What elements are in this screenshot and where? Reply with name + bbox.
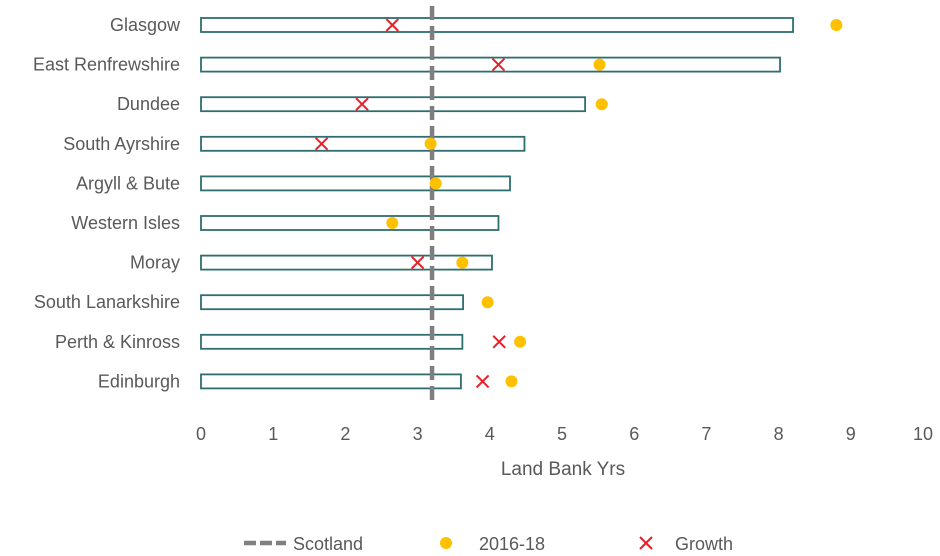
point-2016-18-dundee <box>595 98 608 111</box>
growth-cross-stroke <box>410 255 425 270</box>
point-2016-18-perth-and-kinross <box>514 335 527 348</box>
x-tick-7: 7 <box>701 424 711 444</box>
growth-cross-stroke <box>475 374 490 389</box>
x-tick-8: 8 <box>774 424 784 444</box>
category-labels: Glasgow East Renfrewshire Dundee South Ayrs… <box>33 15 181 391</box>
x-tick-0: 0 <box>196 424 206 444</box>
point-2016-18-argyll-and-bute <box>429 177 442 190</box>
bar-group <box>200 17 794 390</box>
point-2016-18-east-renfrewshire <box>593 58 606 71</box>
bar-dundee <box>200 96 587 113</box>
legend-growth-swatch <box>639 536 653 550</box>
x-tick-5: 5 <box>557 424 567 444</box>
legend-growth-label: Growth <box>675 534 733 554</box>
category-label-glasgow: Glasgow <box>110 15 181 35</box>
x-tick-3: 3 <box>413 424 423 444</box>
point-2016-18-moray <box>456 256 469 269</box>
category-label-south-ayrshire: South Ayrshire <box>63 134 180 154</box>
category-label-perth-and-kinross: Perth & Kinross <box>55 332 180 352</box>
x-axis-label: Land Bank Yrs <box>501 459 625 480</box>
growth-cross-stroke <box>355 97 369 111</box>
category-label-argyll-and-bute: Argyll & Bute <box>76 173 180 193</box>
point-2016-18-edinburgh <box>505 375 518 388</box>
growth-marker-east-renfrewshire <box>491 57 506 72</box>
legend-2016-18-label: 2016-18 <box>479 534 545 554</box>
bar-western-isles <box>200 215 500 231</box>
legend: Scotland 2016-18 Growth <box>244 534 733 554</box>
x-tick-2: 2 <box>340 424 350 444</box>
growth-cross-stroke <box>491 57 506 72</box>
growth-marker-south-ayrshire <box>314 137 329 151</box>
bar-edinburgh <box>200 373 462 390</box>
growth-cross-stroke <box>314 137 329 151</box>
bar-argyll-and-bute <box>200 175 511 192</box>
x-tick-4: 4 <box>485 424 495 444</box>
category-label-east-renfrewshire: East Renfrewshire <box>33 55 180 75</box>
bar-glasgow <box>200 17 794 33</box>
growth-marker-edinburgh <box>475 374 490 389</box>
category-label-edinburgh: Edinburgh <box>98 371 180 391</box>
legend-scotland-label: Scotland <box>293 534 363 554</box>
category-label-south-lanarkshire: South Lanarkshire <box>34 292 180 312</box>
growth-marker-perth-and-kinross <box>492 335 506 349</box>
x-tick-10: 10 <box>913 424 933 444</box>
growth-cross-stroke <box>385 18 400 32</box>
bar-perth-and-kinross <box>200 333 464 350</box>
bar-east-renfrewshire <box>200 56 781 73</box>
growth-marker-moray <box>410 255 425 270</box>
growth-marker-glasgow <box>385 18 400 32</box>
growth-cross-stroke <box>492 335 506 349</box>
point-2016-18-glasgow <box>830 19 843 31</box>
point-2016-18-south-lanarkshire <box>481 296 494 309</box>
legend-growth-cross-stroke <box>639 536 653 550</box>
bar-south-ayrshire <box>200 135 526 152</box>
category-label-dundee: Dundee <box>117 94 180 114</box>
category-label-moray: Moray <box>130 253 180 273</box>
x-tick-9: 9 <box>846 424 856 444</box>
point-2016-18-western-isles <box>386 217 399 229</box>
growth-marker-dundee <box>355 97 369 111</box>
category-label-western-isles: Western Isles <box>71 213 180 233</box>
x-tick-6: 6 <box>629 424 639 444</box>
legend-2016-18-swatch <box>440 537 452 549</box>
x-tick-labels: 0 1 2 3 4 5 6 7 8 9 10 <box>196 424 933 444</box>
bar-south-lanarkshire <box>200 294 464 311</box>
point-group <box>314 18 843 389</box>
bar-moray <box>200 254 493 271</box>
x-tick-1: 1 <box>268 424 278 444</box>
point-2016-18-south-ayrshire <box>424 137 437 150</box>
